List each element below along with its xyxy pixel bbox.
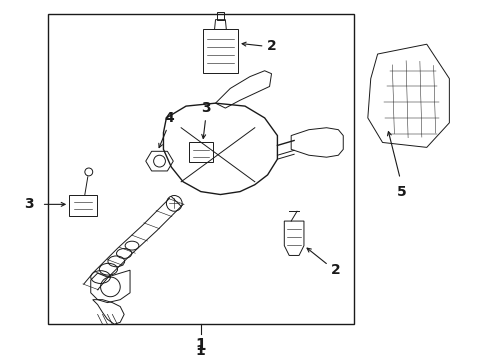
Text: 1: 1 xyxy=(196,344,206,358)
Text: 1: 1 xyxy=(196,338,206,353)
Text: 4: 4 xyxy=(165,111,174,125)
Bar xyxy=(189,143,213,162)
Text: 3: 3 xyxy=(201,101,211,115)
Text: 2: 2 xyxy=(267,39,276,53)
Bar xyxy=(48,14,354,324)
Text: 2: 2 xyxy=(331,263,340,277)
Bar xyxy=(69,194,97,216)
Bar xyxy=(203,30,238,73)
Text: 3: 3 xyxy=(24,197,34,211)
Text: 5: 5 xyxy=(397,185,407,199)
Bar xyxy=(217,12,224,20)
